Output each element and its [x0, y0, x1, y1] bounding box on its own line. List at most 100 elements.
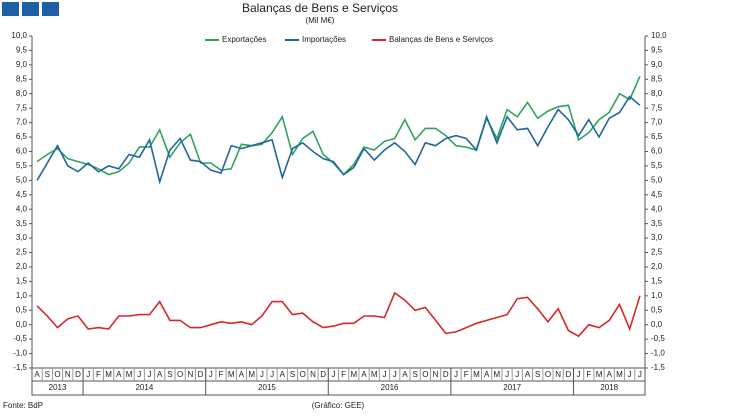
chart-subtitle: (Mil M€)	[306, 16, 335, 25]
y-tick-label: 4,0	[16, 204, 28, 213]
y2-tick-label: 9,5	[651, 46, 663, 55]
x-tick-label: S	[290, 370, 295, 379]
y2-tick-label: 6,0	[651, 147, 663, 156]
x-tick-label: A	[525, 370, 531, 379]
y2-tick-label: 4,0	[651, 204, 663, 213]
y-tick-label: 1,0	[16, 291, 28, 300]
year-label: 2017	[503, 383, 521, 392]
y2-tick-label: -1,5	[651, 363, 665, 372]
x-tick-label: F	[219, 370, 224, 379]
series-line	[36, 95, 641, 185]
y2-tick-label: 0,0	[651, 320, 663, 329]
y-tick-label: 8,0	[16, 89, 28, 98]
x-tick-label: J	[454, 370, 458, 379]
logo-block	[22, 2, 39, 16]
x-tick-label: A	[607, 370, 613, 379]
y2-tick-label: 5,5	[651, 161, 663, 170]
y2-tick-label: 6,5	[651, 132, 663, 141]
x-tick-label: N	[433, 370, 439, 379]
x-tick-label: J	[393, 370, 397, 379]
x-tick-label: S	[535, 370, 540, 379]
y-tick-label: 3,5	[16, 219, 28, 228]
year-label: 2018	[600, 383, 618, 392]
x-tick-label: D	[75, 370, 81, 379]
y-tick-label: 5,0	[16, 175, 28, 184]
year-label: 2013	[49, 383, 67, 392]
x-tick-label: N	[310, 370, 316, 379]
logo-block	[42, 2, 59, 16]
year-label: 2014	[135, 383, 153, 392]
y-tick-label: 2,5	[16, 248, 28, 257]
credit: (Gráfico: GEE)	[312, 401, 365, 410]
legend-label: Importações	[302, 35, 346, 44]
y-tick-label: 9,0	[16, 60, 28, 69]
x-tick-label: J	[209, 370, 213, 379]
x-tick-label: M	[371, 370, 378, 379]
x-tick-label: S	[412, 370, 417, 379]
x-tick-label: S	[45, 370, 50, 379]
y2-tick-label: 9,0	[651, 60, 663, 69]
y-tick-label: -1,5	[13, 363, 27, 372]
y2-tick-label: 8,5	[651, 74, 663, 83]
x-tick-label: J	[86, 370, 90, 379]
year-label: 2016	[381, 383, 399, 392]
y2-tick-label: 8,0	[651, 89, 663, 98]
x-tick-label: J	[270, 370, 274, 379]
y2-tick-label: 3,0	[651, 233, 663, 242]
x-tick-label: O	[300, 370, 306, 379]
y2-tick-label: 10,0	[651, 31, 667, 40]
y-tick-label: 0,5	[16, 305, 28, 314]
x-tick-label: O	[422, 370, 428, 379]
x-tick-label: M	[494, 370, 501, 379]
y-tick-label: -1,0	[13, 349, 27, 358]
y2-tick-label: 1,0	[651, 291, 663, 300]
y-tick-label: 0,0	[16, 320, 28, 329]
x-tick-label: J	[638, 370, 642, 379]
x-tick-label: J	[147, 370, 151, 379]
x-tick-label: M	[228, 370, 235, 379]
y-tick-label: 10,0	[11, 31, 27, 40]
y2-tick-label: -1,0	[651, 349, 665, 358]
y2-tick-label: 7,0	[651, 118, 663, 127]
x-tick-label: M	[248, 370, 255, 379]
y-tick-label: 9,5	[16, 46, 28, 55]
x-tick-label: A	[157, 370, 163, 379]
y-tick-label: 3,0	[16, 233, 28, 242]
x-tick-label: O	[54, 370, 60, 379]
x-tick-label: J	[331, 370, 335, 379]
x-tick-label: F	[586, 370, 591, 379]
y2-tick-label: -0,5	[651, 334, 665, 343]
x-tick-label: M	[596, 370, 603, 379]
x-tick-label: A	[239, 370, 245, 379]
y-tick-label: 5,5	[16, 161, 28, 170]
x-tick-label: F	[464, 370, 469, 379]
x-tick-label: J	[515, 370, 519, 379]
x-tick-label: J	[382, 370, 386, 379]
y2-tick-label: 5,0	[651, 175, 663, 184]
x-tick-label: M	[473, 370, 480, 379]
y2-tick-label: 4,5	[651, 190, 663, 199]
x-tick-label: D	[565, 370, 571, 379]
x-tick-label: D	[443, 370, 449, 379]
x-tick-label: J	[505, 370, 509, 379]
y-tick-label: -0,5	[13, 334, 27, 343]
x-tick-label: A	[361, 370, 367, 379]
legend-label: Balanças de Bens e Serviços	[389, 35, 493, 44]
y-tick-label: 8,5	[16, 74, 28, 83]
x-tick-label: A	[402, 370, 408, 379]
y2-tick-label: 2,5	[651, 248, 663, 257]
y-tick-label: 6,0	[16, 147, 28, 156]
x-tick-label: N	[187, 370, 193, 379]
y-tick-label: 2,0	[16, 262, 28, 271]
x-tick-label: J	[628, 370, 632, 379]
legend-label: Exportações	[222, 35, 266, 44]
chart-title: Balanças de Bens e Serviços	[242, 1, 398, 15]
x-tick-label: M	[126, 370, 133, 379]
x-tick-label: S	[167, 370, 172, 379]
y-tick-label: 7,5	[16, 103, 28, 112]
y2-tick-label: 1,5	[651, 277, 663, 286]
x-tick-label: J	[577, 370, 581, 379]
x-tick-label: F	[341, 370, 346, 379]
y2-tick-label: 3,5	[651, 219, 663, 228]
